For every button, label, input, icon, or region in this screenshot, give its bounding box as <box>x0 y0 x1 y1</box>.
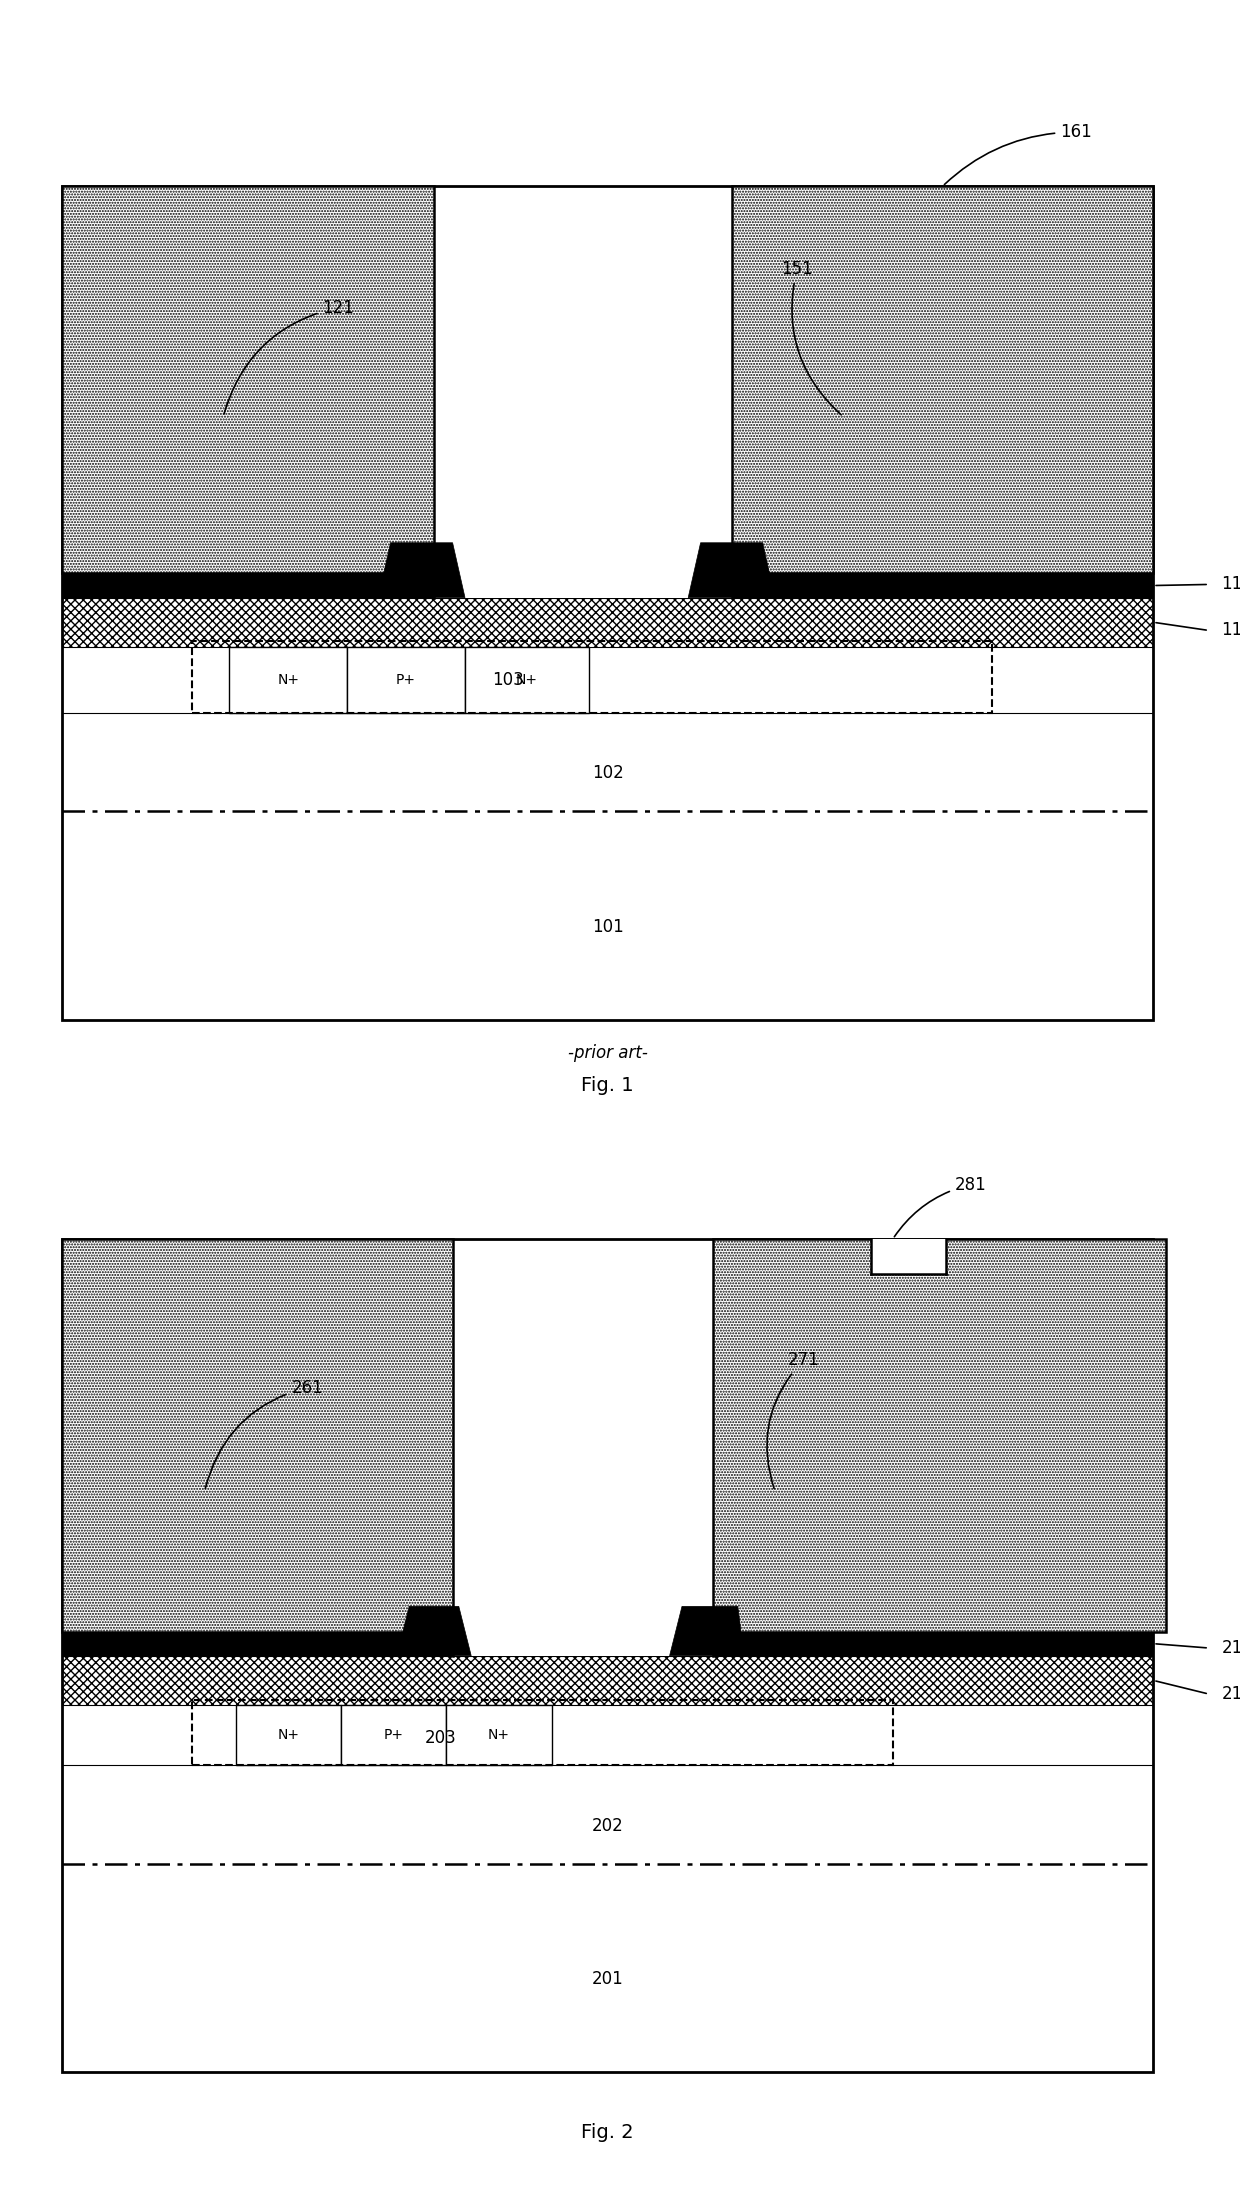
Text: N+: N+ <box>278 1728 299 1741</box>
Text: 281: 281 <box>894 1175 987 1237</box>
Text: N+: N+ <box>278 673 299 686</box>
Bar <box>62 1656 1153 1706</box>
Bar <box>192 640 992 713</box>
Bar <box>872 1239 946 1274</box>
Bar <box>453 1632 713 1656</box>
Text: 211: 211 <box>1221 1684 1240 1704</box>
Bar <box>732 186 1153 575</box>
Text: 202: 202 <box>591 1816 624 1836</box>
Bar <box>450 1632 453 1656</box>
Bar <box>347 647 465 713</box>
Text: 121: 121 <box>224 298 355 414</box>
Bar <box>713 1632 715 1656</box>
Bar <box>446 1706 552 1765</box>
Text: N+: N+ <box>516 673 538 686</box>
Polygon shape <box>670 1605 744 1656</box>
Text: -prior art-: -prior art- <box>568 1044 647 1061</box>
Text: 101: 101 <box>591 917 624 936</box>
Text: 201: 201 <box>591 1969 624 1989</box>
Polygon shape <box>378 542 465 596</box>
Text: Fig. 2: Fig. 2 <box>582 2123 634 2143</box>
Text: 102: 102 <box>591 763 624 783</box>
Text: 111: 111 <box>1221 621 1240 640</box>
Text: Fig. 1: Fig. 1 <box>582 1077 634 1094</box>
Text: 271: 271 <box>766 1351 820 1489</box>
Text: 151: 151 <box>781 261 841 414</box>
Bar <box>192 1700 893 1765</box>
Text: 161: 161 <box>945 123 1092 184</box>
Bar <box>62 596 1153 647</box>
Text: 103: 103 <box>492 671 525 689</box>
Bar <box>62 186 434 575</box>
Bar <box>713 1239 1166 1632</box>
Bar <box>434 572 732 596</box>
Text: 212: 212 <box>1221 1638 1240 1658</box>
Text: 203: 203 <box>424 1728 456 1748</box>
Text: N+: N+ <box>489 1728 510 1741</box>
Bar <box>432 572 434 596</box>
Text: P+: P+ <box>383 1728 404 1741</box>
Bar <box>62 186 1153 1020</box>
Polygon shape <box>688 542 775 596</box>
Text: 261: 261 <box>206 1379 324 1489</box>
Bar <box>732 572 734 596</box>
Bar <box>62 1632 1153 1656</box>
Bar <box>434 572 732 596</box>
Polygon shape <box>397 1605 471 1656</box>
Bar <box>465 647 589 713</box>
Bar <box>62 1239 453 1632</box>
Bar <box>236 1706 341 1765</box>
Bar <box>341 1706 446 1765</box>
Bar <box>453 1632 713 1656</box>
Bar <box>229 647 347 713</box>
Bar <box>62 572 1153 596</box>
Bar <box>62 1239 1153 2072</box>
Text: 112: 112 <box>1221 575 1240 594</box>
Text: P+: P+ <box>396 673 417 686</box>
